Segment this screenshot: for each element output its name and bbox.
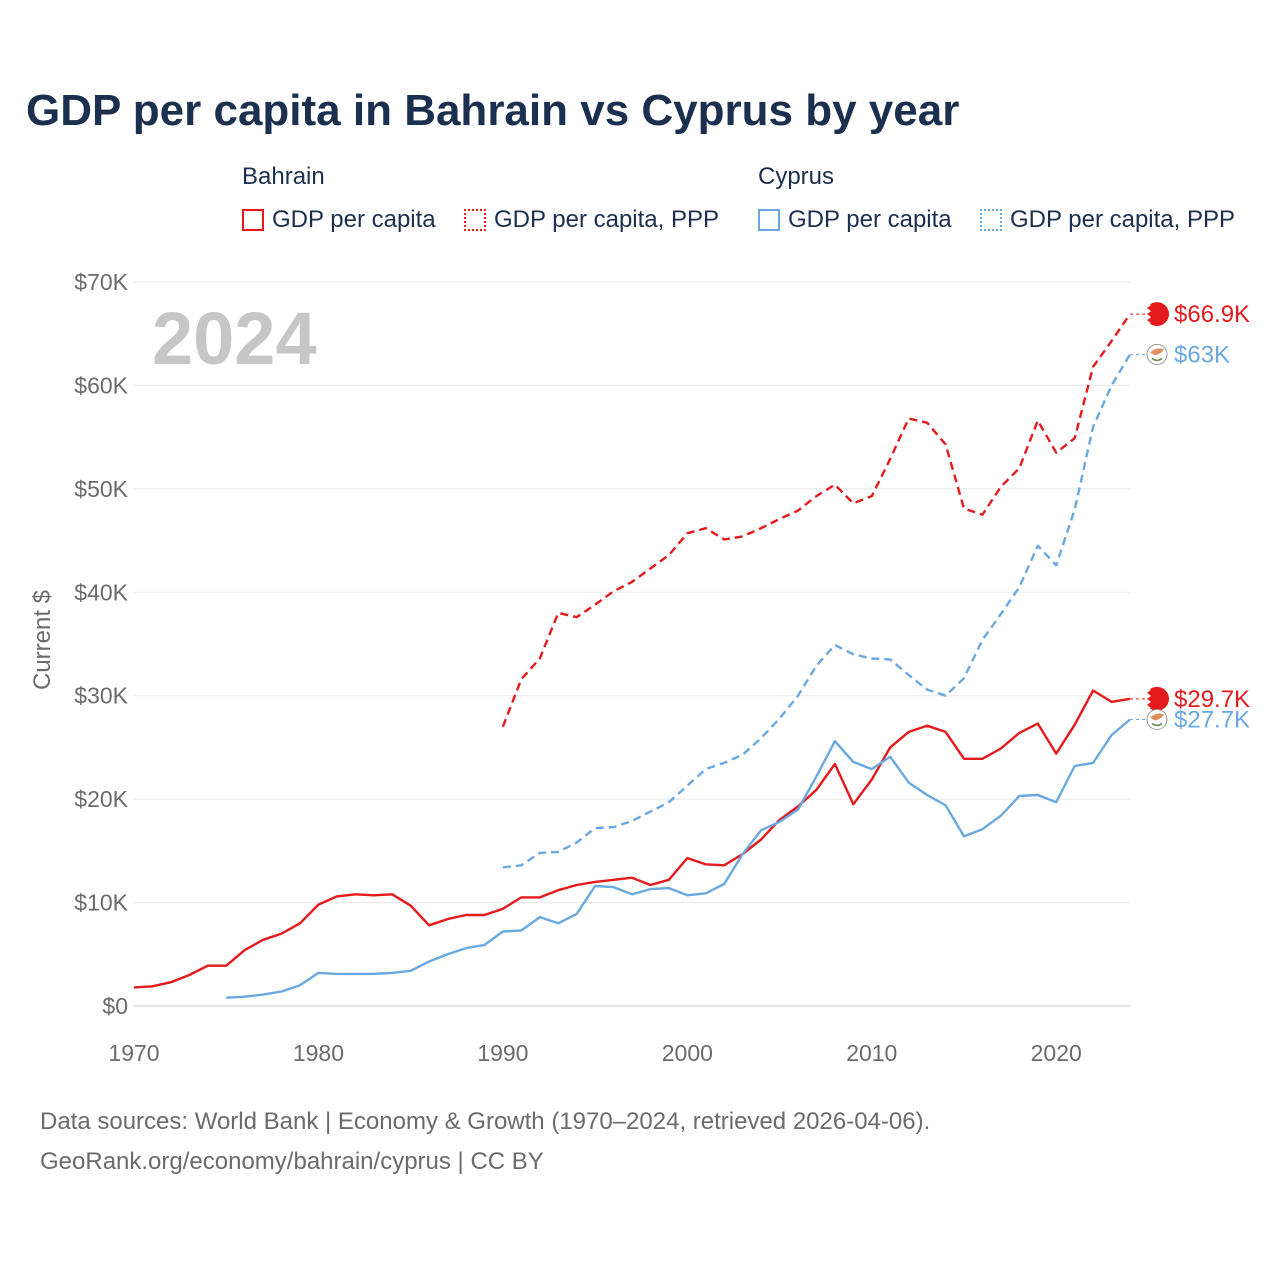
bahrain-flag-icon bbox=[1145, 302, 1169, 326]
cyprus-flag-icon bbox=[1147, 710, 1167, 730]
end-value-label: $66.9K bbox=[1174, 301, 1250, 328]
y-tick-label: $20K bbox=[74, 786, 128, 812]
chart-root: GDP per capita in Bahrain vs Cyprus by y… bbox=[0, 0, 1280, 1280]
x-tick-label: 1990 bbox=[477, 1040, 528, 1066]
x-tick-label: 2000 bbox=[662, 1040, 713, 1066]
series-line-bahrain-gdp-per-capita-ppp[interactable] bbox=[503, 314, 1130, 727]
plot-area: $0 $10K $20K $30K $40K $50K $60K $70K 1970 1980 19… bbox=[0, 0, 1280, 1280]
bahrain-flag-icon bbox=[1145, 687, 1169, 711]
end-value-label: $27.7K bbox=[1174, 707, 1250, 734]
cyprus-flag-icon bbox=[1147, 344, 1167, 364]
y-tick-label: $40K bbox=[74, 579, 128, 605]
x-tick-label: 2020 bbox=[1031, 1040, 1082, 1066]
series-line-cyprus-gdp-per-capita[interactable] bbox=[226, 720, 1130, 998]
x-tick-label: 1980 bbox=[293, 1040, 344, 1066]
source-line-2: GeoRank.org/economy/bahrain/cyprus | CC … bbox=[40, 1148, 544, 1176]
year-watermark: 2024 bbox=[152, 296, 317, 381]
y-axis-label: Current $ bbox=[29, 590, 56, 690]
series-line-bahrain-gdp-per-capita[interactable] bbox=[134, 691, 1130, 988]
y-tick-label: $70K bbox=[74, 269, 128, 295]
x-tick-label: 2010 bbox=[846, 1040, 897, 1066]
y-tick-label: $10K bbox=[74, 890, 128, 916]
y-tick-label: $0 bbox=[102, 993, 128, 1019]
x-tick-label: 1970 bbox=[108, 1040, 159, 1066]
y-tick-label: $60K bbox=[74, 372, 128, 398]
end-value-label: $63K bbox=[1174, 341, 1230, 368]
y-tick-label: $50K bbox=[74, 476, 128, 502]
source-line-1: Data sources: World Bank | Economy & Gro… bbox=[40, 1108, 930, 1136]
y-tick-label: $30K bbox=[74, 683, 128, 709]
